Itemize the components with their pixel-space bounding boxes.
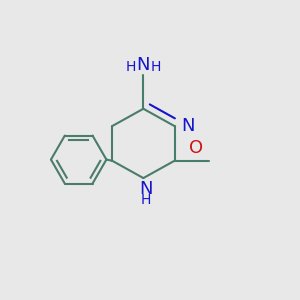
Text: H: H	[140, 193, 151, 207]
Text: H: H	[151, 60, 161, 74]
Text: H: H	[125, 60, 136, 74]
Text: O: O	[189, 139, 203, 157]
Text: N: N	[136, 56, 150, 74]
Text: N: N	[181, 117, 194, 135]
Text: N: N	[139, 180, 152, 198]
